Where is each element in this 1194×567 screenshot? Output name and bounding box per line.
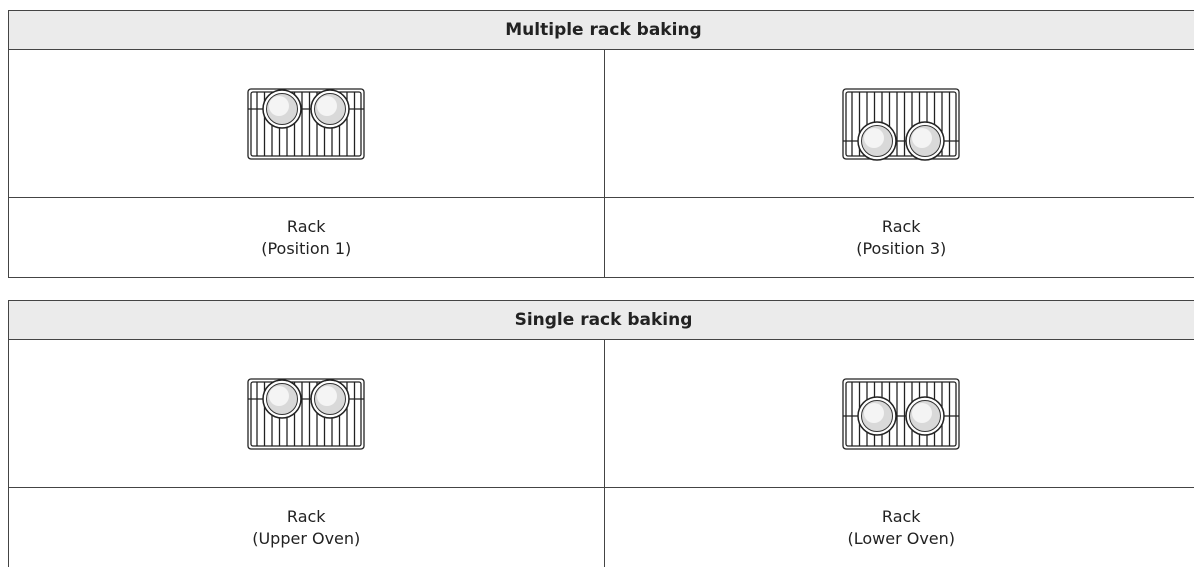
image-row: [9, 340, 1194, 488]
rack-icon: [245, 86, 367, 162]
rack-icon: [840, 376, 962, 452]
caption-line: (Position 3): [856, 238, 946, 260]
table-title: Single rack baking: [9, 301, 1194, 340]
image-row: [9, 50, 1194, 198]
caption-line: Rack: [882, 216, 921, 238]
caption: Rack(Position 3): [604, 198, 1194, 277]
rack-icon: [840, 86, 962, 162]
caption-row: Rack(Position 1) Rack(Position 3): [9, 198, 1194, 278]
caption-line: (Position 1): [261, 238, 351, 260]
rack-icon: [245, 376, 367, 452]
rack-part: [864, 403, 884, 423]
image-cell: [604, 340, 1194, 487]
rack-part: [269, 386, 289, 406]
image-cell: [604, 50, 1194, 197]
table-title: Multiple rack baking: [9, 11, 1194, 50]
caption-line: (Lower Oven): [847, 528, 955, 550]
table: Single rack baking Rack(Upper Oven) Rack…: [8, 300, 1194, 567]
caption-line: Rack: [882, 506, 921, 528]
rack-part: [864, 128, 884, 148]
caption-row: Rack(Upper Oven) Rack(Lower Oven): [9, 488, 1194, 567]
caption: Rack(Upper Oven): [9, 488, 604, 567]
caption: Rack(Position 1): [9, 198, 604, 277]
rack-part: [912, 128, 932, 148]
table: Multiple rack baking Rack(Position 1) Ra…: [8, 10, 1194, 278]
rack-part: [317, 386, 337, 406]
image-cell: [9, 50, 604, 197]
caption: Rack(Lower Oven): [604, 488, 1194, 567]
image-cell: [9, 340, 604, 487]
caption-line: Rack: [287, 506, 326, 528]
rack-part: [912, 403, 932, 423]
rack-part: [317, 96, 337, 116]
caption-line: Rack: [287, 216, 326, 238]
caption-line: (Upper Oven): [252, 528, 360, 550]
rack-part: [269, 96, 289, 116]
